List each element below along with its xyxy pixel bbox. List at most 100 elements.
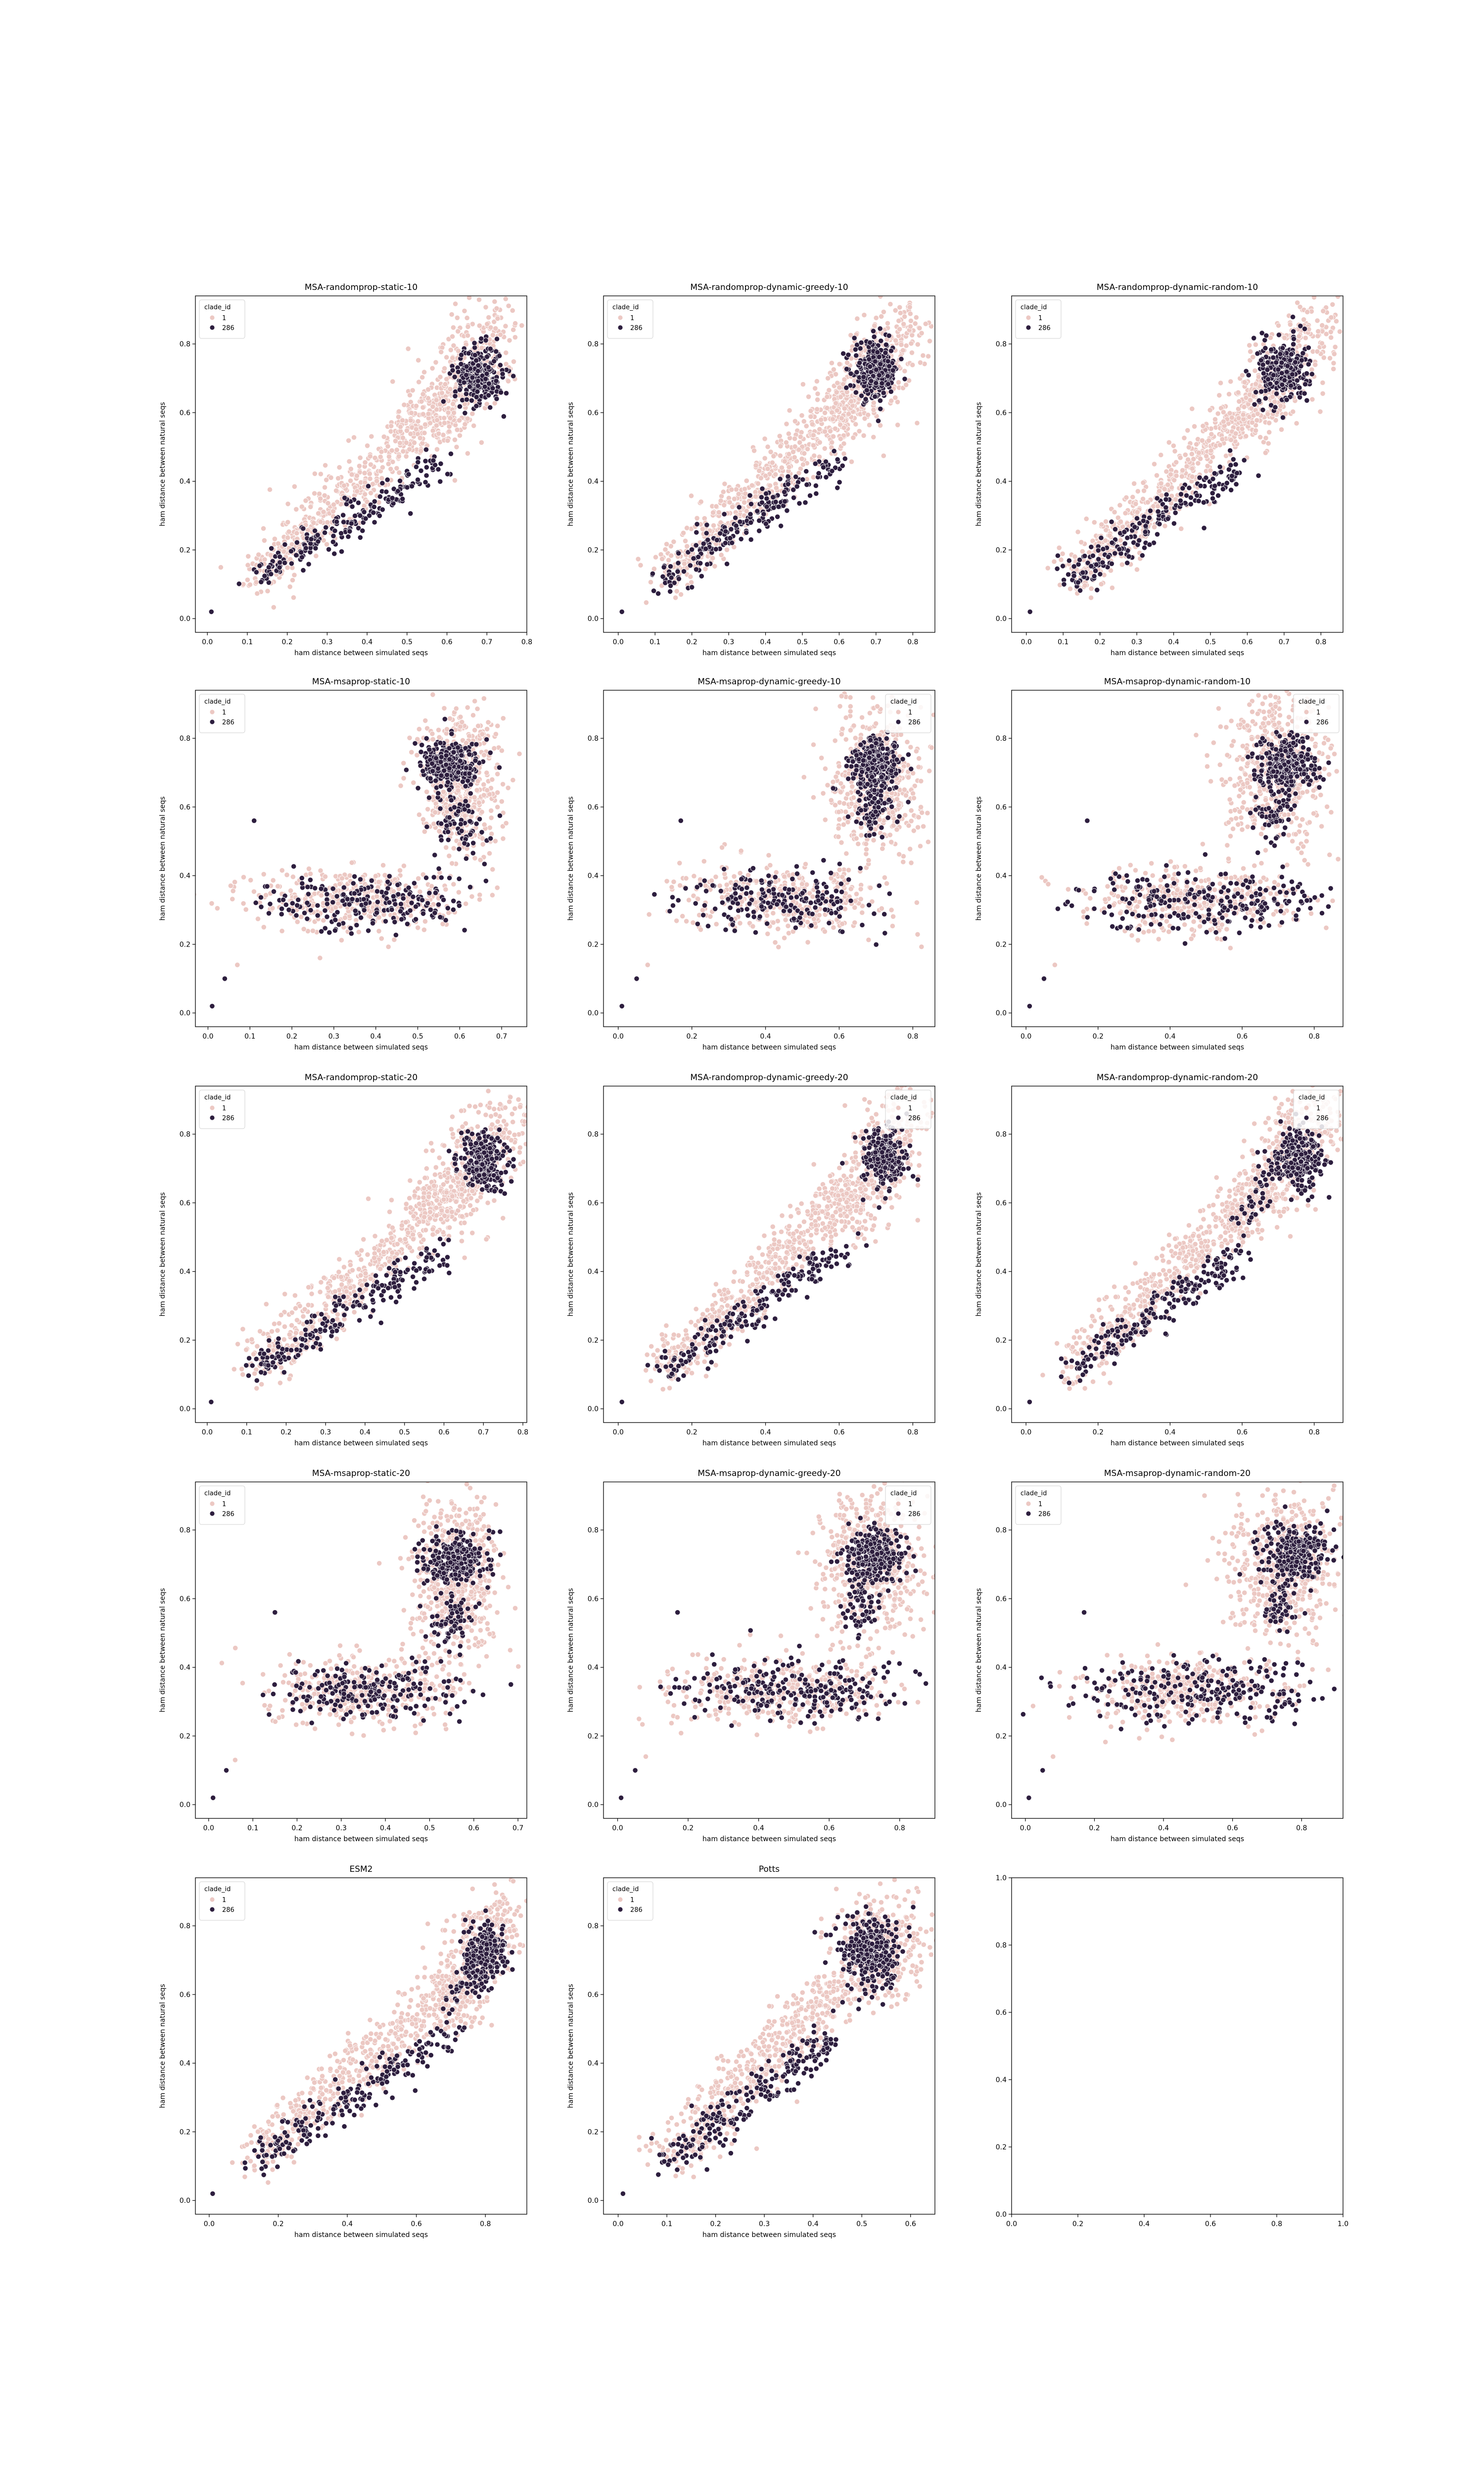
point-clade-1 bbox=[476, 297, 482, 303]
point-clade-286 bbox=[1302, 381, 1308, 387]
point-clade-1 bbox=[287, 584, 293, 590]
point-clade-1 bbox=[834, 389, 839, 395]
point-clade-286 bbox=[885, 373, 891, 379]
point-clade-286 bbox=[1071, 564, 1077, 570]
point-clade-286 bbox=[764, 495, 770, 502]
point-clade-1 bbox=[1180, 467, 1186, 474]
point-clade-286 bbox=[704, 522, 710, 528]
point-clade-1 bbox=[1075, 529, 1081, 535]
subplot-2: 0.0 0.1 0.2 0.3 0.4 0.5 0.6 0.7 0.80.00.20.40.60… bbox=[567, 283, 935, 657]
point-clade-1 bbox=[510, 327, 516, 333]
point-clade-286 bbox=[1279, 360, 1285, 366]
point-clade-1 bbox=[910, 362, 916, 368]
point-clade-286 bbox=[1105, 554, 1112, 560]
point-clade-1 bbox=[362, 459, 368, 466]
point-clade-1 bbox=[421, 430, 427, 436]
point-clade-1 bbox=[1269, 394, 1275, 400]
point-clade-286 bbox=[1272, 404, 1278, 410]
point-clade-1 bbox=[285, 519, 291, 525]
point-clade-1 bbox=[397, 440, 403, 446]
point-clade-286 bbox=[1093, 568, 1099, 574]
point-clade-1 bbox=[420, 411, 426, 417]
point-clade-1 bbox=[325, 520, 330, 525]
point-clade-286 bbox=[422, 458, 428, 464]
point-clade-1 bbox=[901, 321, 907, 327]
point-clade-1 bbox=[507, 337, 512, 343]
point-clade-1 bbox=[317, 955, 323, 961]
point-clade-1 bbox=[321, 509, 326, 515]
point-clade-286 bbox=[1171, 521, 1177, 526]
point-clade-286 bbox=[877, 326, 883, 332]
point-clade-1 bbox=[457, 432, 463, 438]
point-clade-1 bbox=[415, 431, 421, 437]
point-clade-286 bbox=[1217, 464, 1223, 470]
point-clade-1 bbox=[1158, 452, 1164, 458]
point-clade-1 bbox=[374, 478, 380, 484]
point-clade-286 bbox=[723, 528, 729, 534]
point-clade-286 bbox=[748, 501, 754, 507]
point-clade-1 bbox=[1239, 426, 1245, 432]
point-clade-286 bbox=[685, 549, 691, 555]
point-clade-1 bbox=[1107, 532, 1113, 538]
point-clade-1 bbox=[643, 600, 649, 606]
point-clade-1 bbox=[699, 526, 706, 532]
point-clade-286 bbox=[418, 468, 424, 474]
point-clade-1 bbox=[913, 314, 919, 321]
point-clade-1 bbox=[1315, 329, 1321, 334]
point-clade-286 bbox=[879, 381, 885, 386]
point-clade-1 bbox=[671, 539, 677, 545]
point-clade-286 bbox=[883, 342, 889, 348]
point-clade-1 bbox=[1312, 362, 1318, 368]
point-clade-1 bbox=[396, 453, 402, 459]
point-clade-286 bbox=[1260, 407, 1266, 413]
point-clade-1 bbox=[490, 866, 496, 872]
point-clade-1 bbox=[418, 398, 424, 405]
point-clade-1 bbox=[230, 888, 236, 894]
point-clade-1 bbox=[435, 727, 442, 733]
point-clade-1 bbox=[1133, 501, 1139, 507]
point-clade-286 bbox=[1184, 492, 1190, 499]
point-clade-1 bbox=[247, 582, 253, 588]
point-clade-286 bbox=[668, 574, 674, 581]
point-clade-286 bbox=[1275, 367, 1281, 373]
x-tick-label: 0.1 bbox=[242, 638, 253, 646]
point-clade-1 bbox=[466, 296, 472, 301]
point-clade-1 bbox=[356, 929, 362, 935]
point-clade-1 bbox=[489, 892, 496, 898]
point-clade-1 bbox=[318, 892, 325, 898]
point-clade-1 bbox=[1304, 309, 1310, 315]
subplot-3: 0.0 0.1 0.2 0.3 0.4 0.5 0.6 0.7 0.80.00.20.40.60… bbox=[975, 283, 1344, 657]
point-clade-1 bbox=[290, 595, 297, 601]
point-clade-286 bbox=[379, 480, 385, 486]
legend-marker bbox=[617, 325, 623, 331]
point-clade-1 bbox=[381, 434, 387, 440]
point-clade-1 bbox=[512, 320, 518, 327]
point-clade-286 bbox=[1304, 371, 1310, 377]
point-clade-1 bbox=[437, 374, 443, 380]
point-clade-286 bbox=[258, 579, 264, 585]
point-clade-1 bbox=[308, 504, 314, 510]
point-clade-1 bbox=[1051, 559, 1057, 565]
point-clade-1 bbox=[478, 439, 485, 445]
point-clade-1 bbox=[420, 391, 426, 397]
point-clade-1 bbox=[510, 307, 515, 314]
legend-title: clade_id bbox=[204, 304, 231, 311]
point-clade-1 bbox=[354, 473, 360, 479]
legend-title: clade_id bbox=[612, 304, 639, 311]
point-clade-1 bbox=[1165, 482, 1171, 488]
point-clade-286 bbox=[700, 541, 706, 547]
point-clade-1 bbox=[316, 491, 323, 497]
point-clade-1 bbox=[354, 488, 360, 494]
point-clade-1 bbox=[837, 422, 843, 428]
point-clade-1 bbox=[357, 455, 363, 461]
point-clade-1 bbox=[841, 440, 847, 447]
point-clade-286 bbox=[486, 381, 492, 386]
point-clade-1 bbox=[1140, 496, 1146, 502]
point-clade-1 bbox=[285, 535, 291, 541]
point-clade-286 bbox=[863, 396, 869, 402]
point-clade-1 bbox=[429, 731, 435, 737]
point-clade-286 bbox=[1126, 554, 1132, 560]
point-clade-1 bbox=[1151, 461, 1158, 467]
point-clade-1 bbox=[1117, 519, 1124, 524]
point-clade-286 bbox=[681, 569, 687, 574]
